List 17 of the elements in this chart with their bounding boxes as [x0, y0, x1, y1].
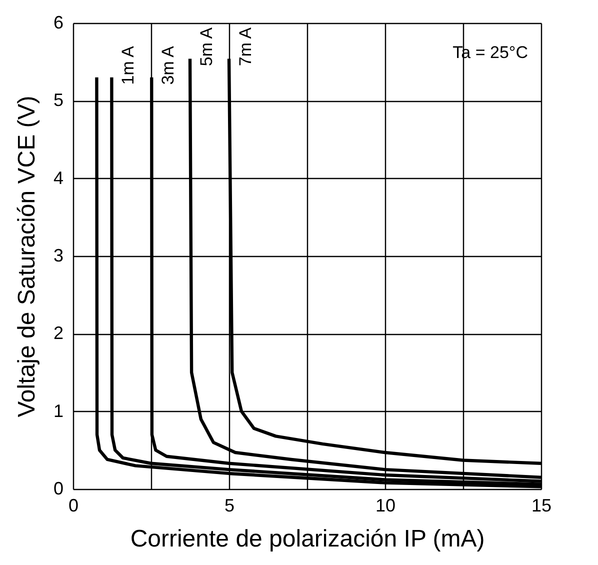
text: 7m A — [236, 26, 255, 66]
y-tick-label: 3 — [53, 246, 64, 266]
text: 3m A — [158, 45, 178, 85]
y-tick-label: 0 — [53, 478, 64, 498]
y-tick-label: 1 — [53, 400, 64, 421]
x-axis-title: Corriente de polarización IP (mA) — [130, 526, 485, 552]
y-tick-label: 5 — [53, 90, 64, 110]
x-tick-label: 5 — [224, 496, 235, 516]
y-tick-label: 6 — [53, 12, 64, 32]
y-axis-title: Voltaje de Saturación VCE (V) — [13, 96, 40, 418]
text: 1m A — [118, 45, 138, 85]
x-tick-label: 10 — [375, 496, 396, 516]
x-tick-label: 0 — [68, 496, 79, 516]
y-tick-label: 4 — [53, 168, 64, 188]
y-tick-label: 2 — [53, 323, 64, 344]
x-tick-label: 15 — [531, 496, 552, 516]
text: 5m A — [197, 26, 216, 66]
